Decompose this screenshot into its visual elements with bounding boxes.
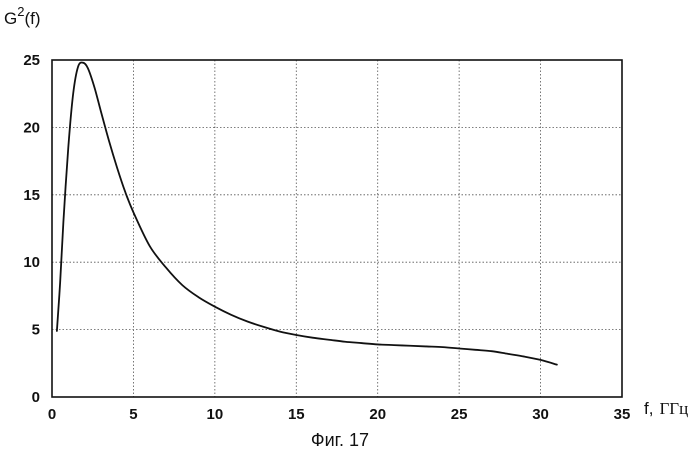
x-tick-label-3: 15 — [288, 406, 305, 423]
x-tick-label-1: 5 — [129, 406, 137, 423]
y-axis-title: G2(f) — [4, 4, 41, 28]
x-axis-ticks: 0 5 10 15 20 25 30 35 — [48, 406, 631, 423]
y-tick-label-4: 20 — [23, 119, 40, 136]
y-tick-label-2: 10 — [23, 254, 40, 271]
y-tick-label-0: 0 — [32, 389, 40, 406]
series-layer — [57, 62, 557, 364]
x-axis-title: f, ГГц — [644, 399, 688, 418]
x-tick-label-7: 35 — [614, 406, 631, 423]
y-axis-ticks: 0 5 10 15 20 25 — [23, 52, 40, 406]
x-axis-unit: ГГц — [659, 399, 688, 418]
x-axis-title-main: f, — [644, 399, 653, 418]
x-tick-label-4: 20 — [369, 406, 386, 423]
x-tick-label-6: 30 — [532, 406, 549, 423]
y-axis-title-superscript: 2 — [17, 4, 24, 19]
x-tick-label-5: 25 — [451, 406, 468, 423]
x-tick-label-0: 0 — [48, 406, 56, 423]
y-tick-label-3: 15 — [23, 187, 40, 204]
y-tick-label-1: 5 — [32, 322, 40, 339]
y-axis-title-suffix: (f) — [24, 9, 40, 28]
y-tick-label-5: 25 — [23, 52, 40, 69]
plot-area-frame — [52, 60, 622, 397]
series-line-0 — [57, 62, 557, 364]
grid-lines — [52, 60, 622, 397]
figure-caption: Фиг. 17 — [311, 430, 369, 450]
y-axis-title-main: G — [4, 9, 17, 28]
x-tick-label-2: 10 — [207, 406, 224, 423]
